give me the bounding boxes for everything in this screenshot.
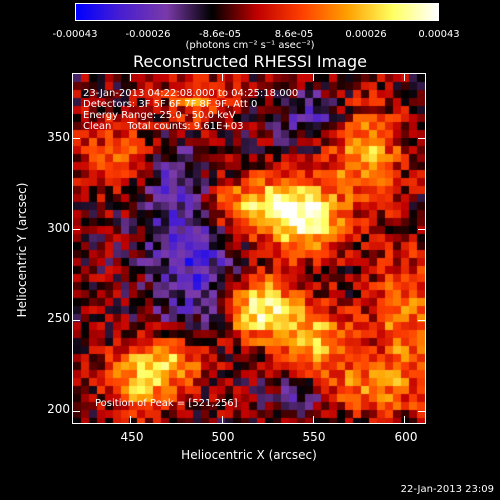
plot-area: 23-Jan-2013 04:22:08.000 to 04:25:18.000…	[72, 73, 426, 424]
colorbar-gradient	[76, 4, 438, 20]
peak-position-text: Position of Peak = [521,256]	[95, 398, 238, 409]
tick-mark	[72, 229, 80, 231]
y-tick-label: 200	[47, 402, 70, 416]
colorbar-tick-label: -8.6e-05	[199, 29, 241, 40]
colorbar-tick-label: -0.00026	[125, 29, 171, 40]
tick-mark	[130, 73, 132, 81]
tick-mark	[404, 416, 406, 424]
detectors-text: Detectors: 3F 5F 6F 7F 8F 9F, Att 0	[83, 99, 258, 110]
clean-counts-text: Clean Total counts: 9.61E+03	[83, 121, 244, 132]
x-tick-label: 500	[211, 430, 235, 444]
tick-mark	[312, 416, 314, 424]
tick-mark	[72, 320, 80, 322]
tick-mark	[221, 416, 223, 424]
x-axis-label: Heliocentric X (arcsec)	[181, 448, 317, 462]
tick-mark	[418, 138, 426, 140]
tick-mark	[72, 138, 80, 140]
tick-mark	[418, 411, 426, 413]
y-tick-label: 300	[47, 221, 70, 235]
tick-mark	[418, 229, 426, 231]
colorbar-tick-label: -0.00043	[52, 29, 98, 40]
x-tick-label: 550	[302, 430, 326, 444]
tick-mark	[418, 320, 426, 322]
plot-timestamp: 22-Jan-2013 23:09	[400, 484, 494, 495]
colorbar-units: (photons cm⁻² s⁻¹ asec⁻²)	[185, 40, 315, 51]
plot-title: Reconstructed RHESSI Image	[133, 52, 367, 71]
x-tick-label: 450	[120, 430, 144, 444]
time-range-text: 23-Jan-2013 04:22:08.000 to 04:25:18.000	[83, 88, 299, 99]
colorbar-tick-label: 0.00043	[418, 29, 460, 40]
y-tick-label: 250	[47, 311, 70, 325]
heatmap-image	[73, 74, 425, 423]
x-tick-label: 600	[394, 430, 418, 444]
tick-mark	[221, 73, 223, 81]
y-tick-label: 350	[47, 130, 70, 144]
y-axis-label: Heliocentric Y (arcsec)	[15, 182, 29, 318]
colorbar-tick-label: 0.00026	[345, 29, 387, 40]
energy-range-text: Energy Range: 25.0 - 50.0 keV	[83, 110, 236, 121]
tick-mark	[312, 73, 314, 81]
colorbar	[75, 3, 439, 21]
tick-mark	[72, 411, 80, 413]
colorbar-tick-label: 8.6e-05	[274, 29, 314, 40]
tick-mark	[404, 73, 406, 81]
tick-mark	[130, 416, 132, 424]
